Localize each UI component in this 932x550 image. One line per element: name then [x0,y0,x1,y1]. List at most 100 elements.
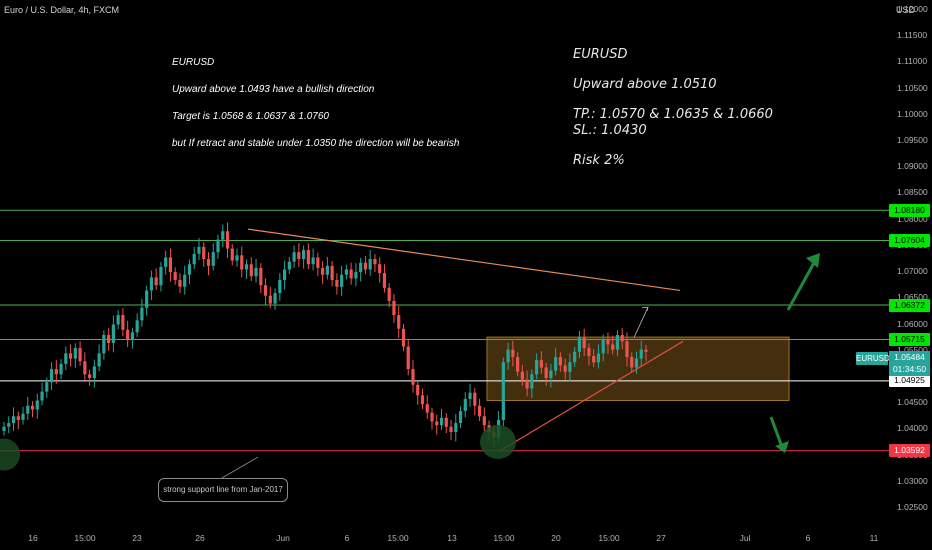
candle-body [382,273,387,288]
candle-body [311,257,315,265]
candle-body [64,353,68,364]
candle-body [592,355,596,363]
candle-body [202,246,206,259]
candle-body [420,395,425,405]
candle-body [287,261,291,270]
note-right-risk: Risk 2% [573,153,625,168]
x-tick-label: Jul [739,533,751,543]
candle-body [235,255,239,261]
candle-body [516,357,520,372]
candle-body [221,231,225,240]
candle-body [88,374,92,378]
candle-body [178,279,182,287]
candle-body [54,369,58,375]
y-tick-label: 1.03000 [897,475,928,486]
chart-title: Euro / U.S. Dollar, 4h, FXCM [4,5,120,15]
candle-body [278,279,282,294]
candle-body [154,277,158,286]
candle-body [501,362,505,420]
candle-body [302,250,306,259]
candle-body [225,231,230,249]
candle-body [192,253,196,265]
candle-body [425,404,429,413]
note-right-tp: TP.: 1.0570 & 1.0635 & 1.0660 [573,107,773,122]
candle-body [230,248,234,261]
note-left-line-3: Target is 1.0568 & 1.0637 & 1.0760 [172,111,329,122]
y-tick-label: 1.09500 [897,135,928,146]
level-tag-1.04925: 1.04925 [889,374,930,388]
candle-body [439,417,444,426]
level-tag-1.06372: 1.06372 [889,298,930,312]
bar-countdown: 01:34:50 [892,364,927,374]
candle-body [97,353,101,367]
candle-body [149,277,154,291]
candle-body [387,287,391,301]
candle-body [102,335,106,354]
callout-pointer [221,456,259,479]
candle-body [454,423,458,432]
candle-body [92,366,96,378]
candle-body [520,371,524,380]
candle-body [435,421,439,426]
projection-arrowhead [641,306,649,312]
candle-body [392,300,396,316]
candle-body [511,349,515,358]
y-tick-label: 1.10500 [897,82,928,93]
candle-body [107,335,111,343]
y-tick-label: 1.12000 [897,4,928,14]
candle-body [430,412,434,422]
candle-body [244,264,249,270]
x-tick-label: 20 [551,533,561,543]
candle-body [306,250,310,265]
candle-body [49,369,54,383]
y-tick-label: 1.04500 [897,397,928,408]
level-tag-1.08180: 1.08180 [889,203,930,217]
candle-body [340,274,344,287]
y-tick-label: 1.08500 [897,187,928,198]
x-tick-label: 15:00 [74,533,96,543]
y-tick-label: 1.08000 [897,213,928,224]
candle-body [268,295,272,304]
candle-body [539,360,543,368]
x-tick-label: 15:00 [493,533,515,543]
candle-body [282,269,287,280]
note-left-line-2: Upward above 1.0493 have a bullish direc… [172,84,375,95]
candle-body [40,391,44,401]
ascending-trendline [499,340,684,452]
candle-body [506,349,510,363]
bullish-arrow [786,260,817,311]
candle-body [554,357,558,371]
candle-body [240,255,244,270]
candle-body [68,353,73,359]
note-left-line-4: but If retract and stable under 1.0350 t… [172,138,460,149]
candle-body [378,264,382,274]
candle-body [130,332,134,340]
x-tick-label: 27 [656,533,666,543]
x-tick-label: 11 [869,533,879,543]
candle-body [458,411,463,424]
candle-body [78,348,82,362]
candle-body [164,257,168,267]
candle-body [173,272,177,280]
candle-body [254,267,258,277]
y-tick-label: 1.06000 [897,318,928,329]
candle-body [482,416,486,426]
candle-body [273,293,277,304]
bearish-arrow [769,416,784,448]
support-touch-circle [0,438,20,471]
candle-body [411,369,415,385]
candle-body [463,398,467,412]
note-left-line-1: EURUSD [172,57,215,68]
candle-body [135,320,139,333]
y-tick-label: 1.09000 [897,161,928,172]
candle-body [211,252,215,266]
current-price-tag: 1.05484 01:34:50 [889,351,930,376]
x-tick-label: Jun [276,533,290,543]
x-tick-label: 15:00 [598,533,620,543]
candle-body [297,252,301,259]
candle-body [121,315,125,330]
candle-body [558,357,562,366]
candle-body [316,257,320,268]
candle-body [620,335,624,342]
